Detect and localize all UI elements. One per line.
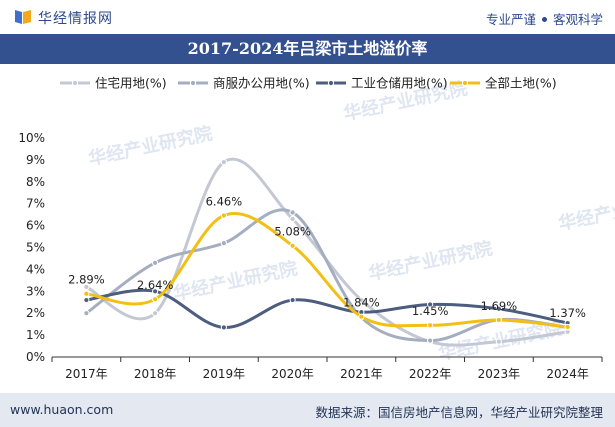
data-point — [83, 283, 90, 291]
legend-marker-icon — [71, 79, 79, 87]
data-point — [220, 324, 227, 331]
data-point — [289, 209, 296, 216]
data-label: 1.84% — [343, 296, 380, 310]
y-tick-label: 10% — [18, 131, 45, 145]
data-point — [220, 212, 227, 219]
data-point — [358, 296, 365, 304]
data-point — [427, 322, 434, 329]
data-point — [289, 215, 296, 223]
legend-item: 住宅用地(%) — [60, 76, 167, 91]
data-point — [358, 313, 365, 320]
chart-title: 2017-2024年吕梁市土地溢价率 — [187, 39, 428, 58]
data-point — [427, 301, 434, 308]
site-name[interactable]: 华经情报网 — [38, 11, 113, 27]
data-label: 5.08% — [274, 225, 311, 239]
logo-icon — [15, 10, 31, 24]
y-tick-label: 1% — [26, 328, 45, 342]
top-bar: 华经情报网 专业严谨 客观科学 — [0, 0, 615, 34]
slogan-right: 客观科学 — [552, 12, 603, 27]
legend-item: 全部土地(%) — [450, 76, 557, 91]
data-point — [495, 316, 502, 324]
series-3 — [83, 212, 571, 331]
x-tick-label: 2022年 — [409, 367, 452, 381]
series-line — [86, 212, 568, 329]
data-point — [83, 296, 90, 304]
data-labels-layer: 2.89% 2.64% 6.46% 5.08% 1.84% 1.45% 1.69% 1.37% — [68, 195, 586, 320]
y-tick-label: 7% — [26, 197, 45, 211]
watermark-text: 华经产业研究院 — [556, 187, 615, 235]
data-source: 数据来源：国信房地产信息网，华经产业研究院整理 — [315, 405, 603, 420]
legend-item: 商服办公用地(%) — [178, 76, 310, 91]
y-tick-label: 3% — [26, 284, 45, 298]
data-label: 6.46% — [206, 195, 243, 209]
x-tick-label: 2024年 — [546, 367, 589, 381]
y-tick-label: 2% — [26, 306, 45, 320]
series-line — [85, 208, 568, 343]
legend-label: 全部土地(%) — [485, 76, 557, 91]
data-label: 1.69% — [481, 299, 518, 313]
title-bar: 2017-2024年吕梁市土地溢价率 — [0, 34, 615, 64]
data-point — [152, 310, 159, 317]
y-tick-label: 5% — [26, 241, 45, 255]
series-1 — [83, 208, 571, 344]
data-point — [83, 310, 90, 317]
chart-legend: 住宅用地(%) 商服办公用地(%) 工业仓储用地(%) 全部土地(%) — [60, 76, 557, 91]
x-tick-label: 2017年 — [65, 367, 108, 381]
data-label: 2.64% — [137, 278, 174, 292]
series-0 — [83, 157, 571, 347]
data-point — [220, 158, 227, 166]
y-tick-label: 4% — [26, 262, 45, 276]
legend-marker-icon — [327, 79, 335, 87]
data-label: 1.45% — [412, 304, 449, 318]
x-tick-label: 2020年 — [271, 367, 314, 381]
x-tick-label: 2021年 — [340, 367, 383, 381]
legend-item: 工业仓储用地(%) — [316, 76, 448, 91]
line-chart: 华经产业研究院华经产业研究院华经产业研究院华经产业研究院华经产业研究院华经产业研… — [18, 76, 615, 382]
legend-label: 住宅用地(%) — [95, 76, 167, 91]
legend-marker-icon — [461, 79, 469, 87]
legend-label: 商服办公用地(%) — [213, 76, 310, 91]
slogan: 专业严谨 客观科学 — [486, 9, 603, 28]
y-tick-label: 6% — [26, 219, 45, 233]
chart-axes: 0% 1% 2% 3% 4% 5% 6% 7% 8% 9% 10% 2017年 2018年 2019年 20… — [18, 131, 603, 381]
x-tick-label: 2019年 — [203, 367, 246, 381]
footer-url-link[interactable]: www.huaon.com — [10, 402, 114, 417]
legend-marker-icon — [189, 79, 197, 87]
data-point — [289, 242, 296, 249]
data-point — [289, 296, 296, 304]
data-point — [83, 290, 90, 297]
footer: www.huaon.com 数据来源：国信房地产信息网，华经产业研究院整理 — [0, 393, 615, 427]
data-point — [495, 305, 502, 312]
watermark-text: 华经产业研究院 — [171, 257, 299, 305]
data-point — [152, 288, 159, 295]
data-point — [427, 337, 434, 344]
slogan-left: 专业严谨 — [485, 12, 536, 27]
series-layer — [83, 157, 571, 347]
data-label: 1.37% — [549, 306, 586, 320]
data-point — [495, 338, 502, 345]
data-point — [220, 240, 227, 247]
watermark-text: 华经产业研究院 — [86, 122, 214, 170]
series-line — [85, 157, 568, 347]
y-tick-label: 0% — [26, 350, 45, 364]
x-tick-label: 2023年 — [478, 367, 521, 381]
y-tick-label: 9% — [26, 153, 45, 167]
y-tick-label: 8% — [26, 175, 45, 189]
legend-label: 工业仓储用地(%) — [351, 76, 448, 91]
data-point — [152, 296, 159, 303]
data-point — [564, 323, 571, 331]
watermark-text: 华经产业研究院 — [366, 237, 494, 285]
dot-separator-icon — [541, 17, 547, 22]
x-tick-label: 2018年 — [134, 367, 177, 381]
data-label: 2.89% — [68, 273, 105, 287]
data-point — [152, 259, 159, 266]
